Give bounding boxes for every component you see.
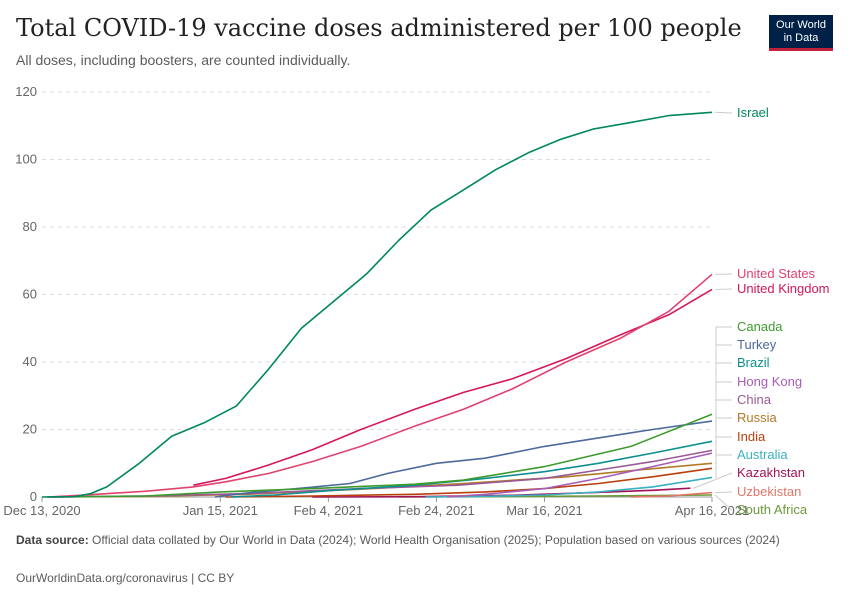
series-label-turkey: Turkey	[737, 337, 777, 352]
series-label-united-kingdom: United Kingdom	[737, 281, 830, 296]
series-label-china: China	[737, 392, 772, 407]
label-connector-china	[715, 399, 732, 451]
series-label-israel: Israel	[737, 105, 769, 120]
label-connector-india	[715, 436, 732, 469]
line-chart: 0 20 40 60 80 100 120 Dec 13, 2020 Jan 15, 2021 F…	[3, 84, 830, 518]
series-label-united-states: United States	[737, 266, 816, 281]
label-connector-brazil	[715, 362, 732, 442]
series-line-hong-kong	[447, 452, 713, 498]
label-connector-israel	[714, 111, 733, 114]
owid-logo[interactable]: Our World in Data	[769, 15, 833, 51]
series-label-india: India	[737, 429, 766, 444]
series-line-india	[225, 467, 713, 498]
y-tick-label: 80	[23, 219, 37, 234]
data-source-label: Data source:	[16, 533, 89, 547]
label-connector-turkey	[715, 344, 732, 422]
series-label-brazil: Brazil	[737, 355, 770, 370]
series-line-canada	[47, 413, 713, 498]
series-line-united-kingdom	[193, 288, 713, 486]
series-line-australia	[425, 476, 713, 498]
series-line-turkey	[214, 420, 713, 498]
label-connector-south-africa	[714, 494, 733, 511]
y-tick-label: 120	[15, 84, 37, 99]
label-connector-russia	[715, 417, 732, 464]
series-label-hong-kong: Hong Kong	[737, 374, 802, 389]
y-tick-label: 60	[23, 287, 37, 302]
series-line-israel	[41, 111, 713, 498]
chart-title: Total COVID-19 vaccine doses administere…	[16, 14, 742, 42]
x-tick-label: Dec 13, 2020	[3, 503, 80, 518]
x-tick-label: Feb 4, 2021	[294, 503, 363, 518]
footer-url[interactable]: OurWorldinData.org/coronavirus | CC BY	[16, 571, 235, 585]
series-label-russia: Russia	[737, 410, 778, 425]
x-tick-label: Apr 16, 2021	[675, 503, 749, 518]
label-connector-uzbekistan	[714, 491, 733, 494]
series-line-china	[52, 449, 713, 498]
series-line-uzbekistan	[630, 491, 713, 498]
series-label-canada: Canada	[737, 319, 783, 334]
label-connector-canada	[715, 326, 732, 415]
y-tick-label: 20	[23, 422, 37, 437]
data-source: Data source: Official data collated by O…	[16, 533, 816, 548]
chart-subtitle: All doses, including boosters, are count…	[16, 52, 351, 68]
label-connector-australia	[715, 454, 732, 478]
label-connector-kazakhstan	[693, 472, 733, 489]
logo-line-1: Our World	[776, 19, 826, 31]
series-line-united-states	[47, 273, 713, 498]
x-tick-label: Mar 16, 2021	[506, 503, 583, 518]
series-label-south-africa: South Africa	[737, 502, 808, 517]
series-label-australia: Australia	[737, 447, 788, 462]
y-tick-label: 100	[15, 152, 37, 167]
x-tick-label: Jan 15, 2021	[183, 503, 258, 518]
y-tick-label: 40	[23, 354, 37, 369]
series-line-brazil	[231, 440, 713, 498]
series-label-uzbekistan: Uzbekistan	[737, 484, 801, 499]
x-tick-label: Feb 24, 2021	[398, 503, 475, 518]
logo-line-2: in Data	[783, 32, 819, 44]
series-label-kazakhstan: Kazakhstan	[737, 465, 805, 480]
y-tick-label: 0	[30, 489, 37, 504]
data-source-text: Official data collated by Our World in D…	[92, 533, 780, 547]
